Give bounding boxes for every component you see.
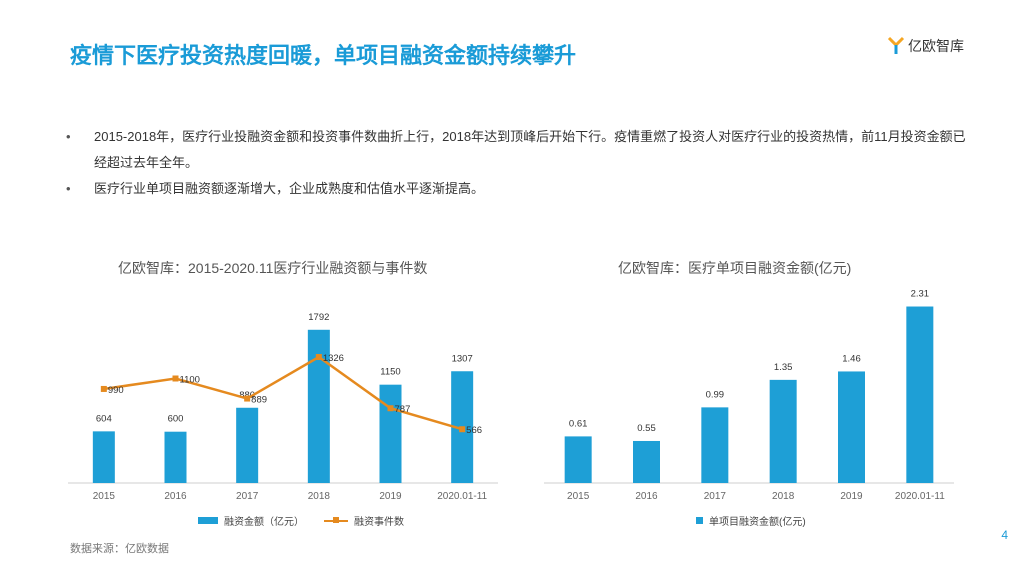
logo: 亿欧智库: [887, 36, 964, 56]
bar-data-label: 1.46: [842, 353, 861, 364]
chart2-legend: 单项目融资金额(亿元): [696, 513, 806, 528]
bar-data-label: 1307: [452, 353, 473, 364]
bar: [92, 431, 115, 483]
legend-bar-swatch: [198, 517, 218, 524]
bar-data-label: 0.55: [637, 423, 656, 434]
page-number: 4: [1001, 528, 1008, 542]
x-tick-label: 2020.01-11: [437, 491, 487, 502]
bar-data-label: 1.35: [774, 362, 793, 373]
bar-data-label: 604: [96, 413, 112, 424]
yiou-logo-icon: [887, 36, 905, 55]
x-tick-label: 2019: [379, 491, 402, 502]
bar: [633, 440, 660, 483]
bar: [379, 384, 402, 483]
line-point: [172, 375, 179, 382]
x-tick-label: 2016: [635, 491, 658, 502]
bar-data-label: 1792: [308, 312, 329, 323]
line-data-label: 889: [251, 395, 267, 406]
logo-text: 亿欧智库: [908, 38, 964, 54]
bar-data-label: 1150: [380, 367, 400, 378]
line-point: [100, 385, 107, 392]
line-data-label: 1326: [323, 353, 344, 364]
bar: [236, 407, 259, 483]
bar: [838, 371, 865, 483]
bar-data-label: 600: [168, 414, 184, 425]
x-tick-label: 2018: [308, 491, 331, 502]
line-point: [387, 405, 394, 412]
series-line: [103, 355, 463, 431]
chart1: 604 600 880 1792 1150 1307 2015 2016 2017 2018 201…: [68, 312, 498, 502]
legend-bar-swatch: [696, 517, 703, 524]
x-tick-label: 2018: [772, 491, 795, 502]
bar: [769, 379, 797, 483]
bar: [307, 329, 330, 483]
chart2: 0.61 0.55 0.99 1.35 1.46 2.31 2015 2016 2017 2018…: [544, 289, 954, 502]
line-point: [315, 354, 322, 361]
bar: [906, 306, 934, 483]
line-data-label: 787: [395, 404, 411, 415]
line-data-label: 990: [108, 385, 124, 396]
data-source: 数据来源：亿欧数据: [70, 543, 169, 555]
bar-data-label: 0.61: [569, 418, 588, 429]
bar: [164, 431, 187, 483]
bullet-item: 2015-2018年，医疗行业投融资金额和投资事件数曲折上行，2018年达到顶峰…: [66, 124, 966, 176]
line-data-label: 566: [466, 425, 482, 436]
legend-bar-label: 融资金额（亿元）: [224, 517, 304, 528]
x-tick-label: 2019: [840, 491, 863, 502]
legend-line-label: 融资事件数: [354, 517, 404, 528]
bullet-item: 医疗行业单项目融资额逐渐增大，企业成熟度和估值水平逐渐提高。: [66, 176, 966, 202]
x-tick-label: 2015: [93, 491, 116, 502]
bar: [701, 407, 729, 483]
line-data-label: 1100: [180, 375, 200, 386]
bar-data-label: 0.99: [706, 389, 725, 400]
chart2-title: 亿欧智库：医疗单项目融资金额(亿元): [618, 260, 852, 276]
x-tick-label: 2015: [567, 491, 590, 502]
line-point: [244, 395, 251, 402]
x-tick-label: 2017: [704, 491, 727, 502]
bar-data-label: 2.31: [911, 289, 930, 300]
bar-data-label: 880: [239, 390, 255, 401]
line-point: [459, 426, 466, 433]
legend-line-swatch: [324, 516, 348, 523]
x-tick-label: 2016: [164, 491, 187, 502]
chart1-title: 亿欧智库：2015-2020.11医疗行业融资额与事件数: [118, 260, 428, 276]
page-title: 疫情下医疗投资热度回暖，单项目融资金额持续攀升: [70, 44, 577, 69]
bullet-list: 2015-2018年，医疗行业投融资金额和投资事件数曲折上行，2018年达到顶峰…: [66, 124, 966, 202]
x-tick-label: 2017: [236, 491, 259, 502]
x-tick-label: 2020.01-11: [895, 491, 945, 502]
legend-bar-label: 单项目融资金额(亿元): [709, 517, 806, 528]
chart1-legend: 融资金额（亿元） 融资事件数: [198, 513, 404, 528]
bar: [564, 436, 592, 483]
